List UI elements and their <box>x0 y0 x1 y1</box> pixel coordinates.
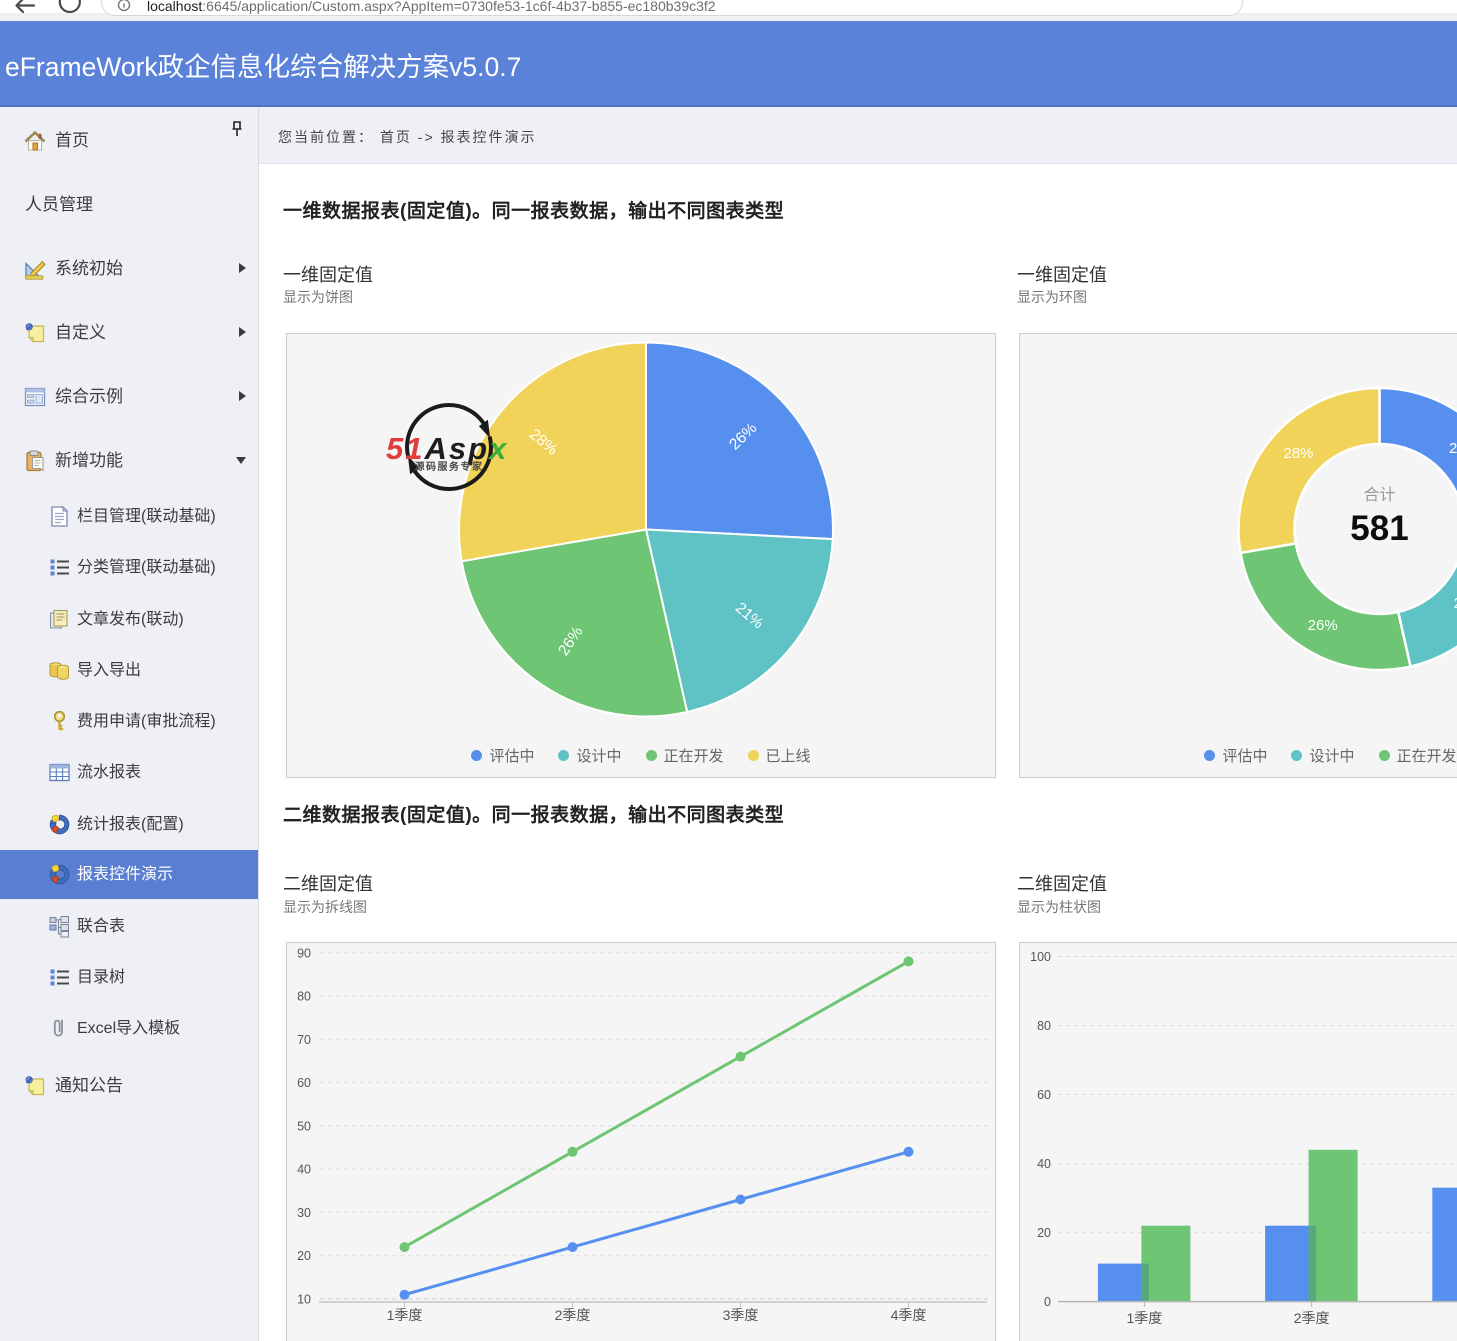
svg-text:10: 10 <box>297 1293 311 1307</box>
svg-text:4季度: 4季度 <box>891 1307 927 1323</box>
svg-text:2季度: 2季度 <box>555 1307 591 1323</box>
svg-text:60: 60 <box>297 1076 311 1090</box>
svg-text:2季度: 2季度 <box>1294 1310 1330 1326</box>
svg-text:60: 60 <box>1037 1088 1051 1102</box>
svg-text:26%: 26% <box>1449 440 1457 457</box>
svg-text:20: 20 <box>297 1249 311 1263</box>
svg-text:合计: 合计 <box>1363 486 1395 504</box>
svg-text:90: 90 <box>297 946 311 960</box>
svg-text:80: 80 <box>1037 1019 1051 1033</box>
svg-text:28%: 28% <box>1283 445 1313 462</box>
svg-text:21%: 21% <box>1454 595 1457 612</box>
svg-text:0: 0 <box>1044 1295 1051 1309</box>
svg-text:1季度: 1季度 <box>1127 1310 1163 1326</box>
svg-text:20: 20 <box>1037 1226 1051 1240</box>
svg-text:581: 581 <box>1350 509 1408 548</box>
svg-text:40: 40 <box>1037 1157 1051 1171</box>
svg-text:80: 80 <box>297 990 311 1004</box>
svg-text:40: 40 <box>297 1163 311 1177</box>
svg-text:30: 30 <box>297 1206 311 1220</box>
svg-text:100: 100 <box>1030 950 1051 964</box>
svg-text:1季度: 1季度 <box>387 1307 423 1323</box>
svg-text:51Aspx: 51Aspx <box>386 431 508 466</box>
svg-text:26%: 26% <box>1308 617 1338 634</box>
svg-text:50: 50 <box>297 1119 311 1133</box>
svg-text:源码服务专家: 源码服务专家 <box>415 460 484 473</box>
svg-text:3季度: 3季度 <box>723 1307 759 1323</box>
svg-text:70: 70 <box>297 1033 311 1047</box>
